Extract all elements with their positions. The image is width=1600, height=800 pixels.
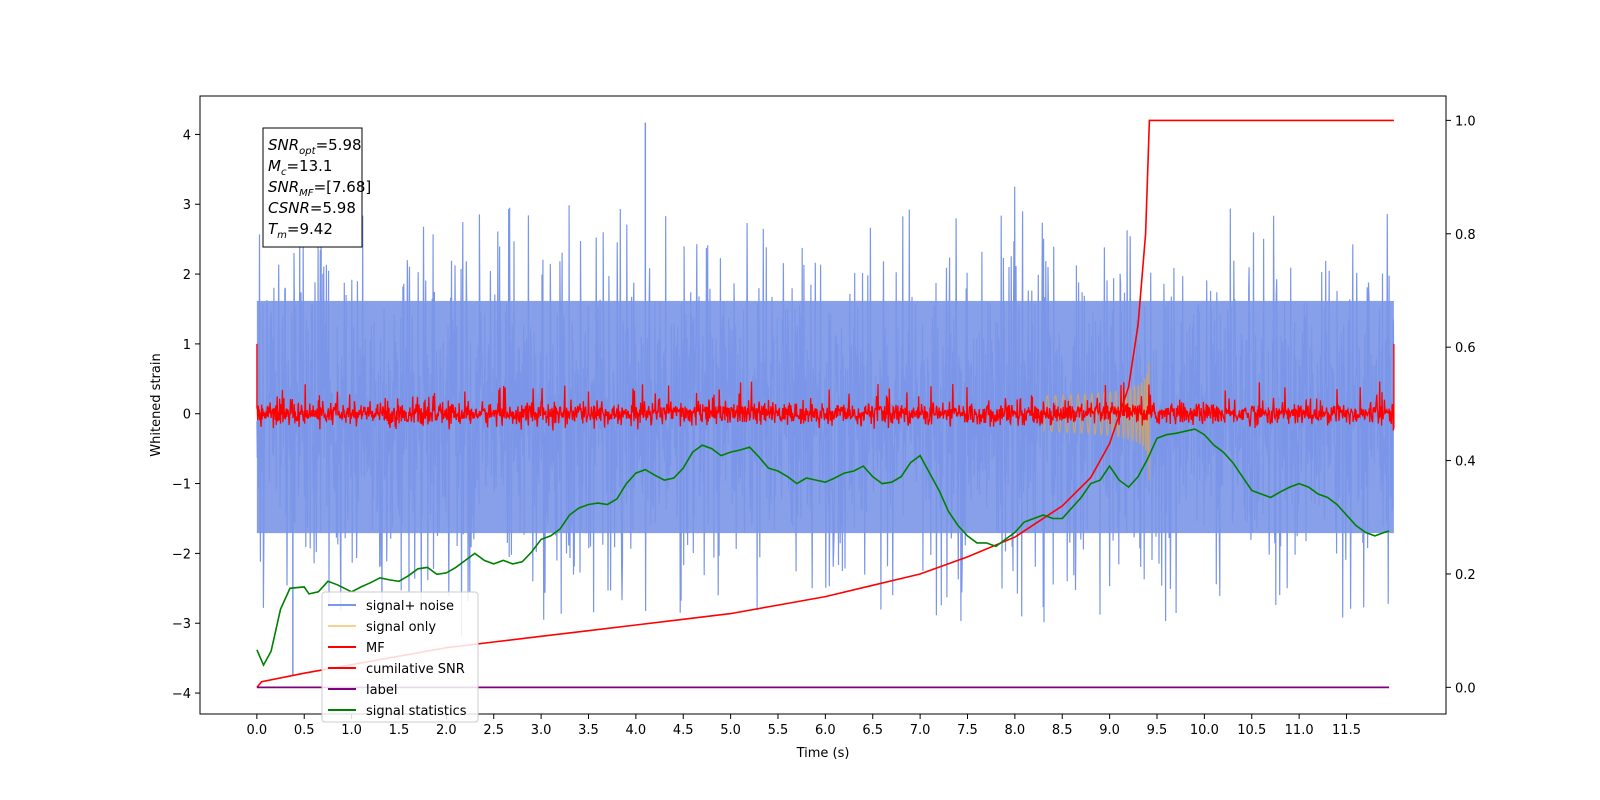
annotation-value: =9.42 — [287, 220, 333, 238]
x-tick-label: 10.0 — [1190, 723, 1219, 738]
annotation-symbol: CSNR — [268, 199, 310, 217]
annotation-value: =[7.68] — [314, 178, 372, 196]
x-tick-label: 6.5 — [862, 723, 883, 738]
x-tick-label: 8.5 — [1052, 723, 1073, 738]
y-tick-label: 1 — [183, 338, 191, 353]
annotation-line: CSNR=5.98 — [268, 199, 356, 217]
x-tick-label: 3.5 — [578, 723, 599, 738]
y-tick-label: 2 — [183, 268, 191, 283]
annotation-value: =5.98 — [316, 136, 362, 154]
legend-entry-label: signal statistics — [366, 704, 467, 719]
x-tick-label: 5.0 — [720, 723, 741, 738]
series-5-line — [256, 428, 1390, 667]
x-tick-label: 11.5 — [1332, 723, 1361, 738]
legend-entry-label: cumilative SNR — [366, 662, 465, 677]
y-axis-label: Whitened strain — [149, 353, 164, 456]
y-tick-label: 4 — [183, 128, 191, 143]
y-axis-left: 4 3 2 1 0 −1 −2 −3 −4 — [172, 128, 200, 702]
annotation-value: =5.98 — [310, 199, 356, 217]
x-tick-label: 2.5 — [483, 723, 504, 738]
legend-entry-label: signal only — [366, 620, 436, 635]
y2-tick-label: 1.0 — [1455, 114, 1476, 129]
x-axis: 0.0 0.5 1.0 1.5 2.0 2.5 3.0 3.5 4.0 4.5 5.0 5.5 6.0 6… — [247, 714, 1361, 738]
annotation-subscript: m — [277, 230, 287, 241]
annotation-subscript: opt — [299, 146, 316, 157]
annotation-symbol: SNR — [268, 136, 299, 154]
x-tick-label: 1.0 — [341, 723, 362, 738]
annotation-subscript: c — [281, 167, 287, 178]
legend-entry-label: signal+ noise — [366, 599, 454, 614]
x-tick-label: 1.5 — [389, 723, 410, 738]
y-axis-right: 1.0 0.8 0.6 0.4 0.2 0.0 — [1446, 114, 1476, 696]
annotation-value: =13.1 — [286, 157, 332, 175]
x-tick-label: 0.0 — [247, 723, 268, 738]
x-tick-label: 0.5 — [294, 723, 315, 738]
annotation-line: SNRMF=[7.68] — [268, 178, 371, 199]
stats-annotation-box: SNRopt=5.98Mc=13.1SNRMF=[7.68]CSNR=5.98T… — [262, 127, 371, 248]
annotation-symbol: M — [268, 157, 281, 175]
y2-tick-label: 0.8 — [1455, 228, 1476, 243]
y-tick-label: −2 — [172, 547, 191, 562]
annotation-symbol: SNR — [268, 178, 299, 196]
axes-frame — [199, 95, 1447, 715]
annotation-subscript: MF — [299, 188, 314, 199]
y2-tick-label: 0.0 — [1455, 681, 1476, 696]
y-tick-label: −3 — [172, 617, 191, 632]
y2-tick-label: 0.4 — [1455, 455, 1476, 470]
x-tick-label: 3.0 — [531, 723, 552, 738]
y-tick-label: 0 — [183, 408, 191, 423]
annotation-line: Tm=9.42 — [268, 220, 333, 241]
legend-frame — [321, 591, 479, 723]
x-tick-label: 9.5 — [1147, 723, 1168, 738]
x-tick-label: 4.0 — [626, 723, 647, 738]
x-tick-label: 6.0 — [815, 723, 836, 738]
x-tick-label: 9.0 — [1099, 723, 1120, 738]
x-tick-label: 8.0 — [1005, 723, 1026, 738]
x-tick-label: 7.5 — [957, 723, 978, 738]
x-tick-label: 4.5 — [673, 723, 694, 738]
series-2-line — [256, 343, 1395, 431]
series-1-line — [1042, 362, 1150, 481]
x-tick-label: 7.0 — [910, 723, 931, 738]
legend: signal+ noise signal only MF cumilative SNR… — [321, 591, 479, 723]
y-tick-label: −4 — [172, 687, 191, 702]
y-tick-label: −1 — [172, 478, 191, 493]
y2-tick-label: 0.2 — [1455, 568, 1476, 583]
annotation-line: SNRopt=5.98 — [268, 136, 362, 157]
annotation-symbol: T — [268, 220, 279, 238]
legend-entry-label: MF — [366, 641, 385, 656]
x-tick-label: 11.0 — [1285, 723, 1314, 738]
annotation-line: Mc=13.1 — [268, 157, 332, 178]
x-axis-label: Time (s) — [796, 746, 850, 761]
y-tick-label: 3 — [183, 198, 191, 213]
x-tick-label: 5.5 — [768, 723, 789, 738]
annotation-frame — [262, 127, 363, 248]
x-tick-label: 2.0 — [436, 723, 457, 738]
legend-entry-label: label — [366, 683, 397, 698]
x-tick-label: 10.5 — [1237, 723, 1266, 738]
y2-tick-label: 0.6 — [1455, 341, 1476, 356]
